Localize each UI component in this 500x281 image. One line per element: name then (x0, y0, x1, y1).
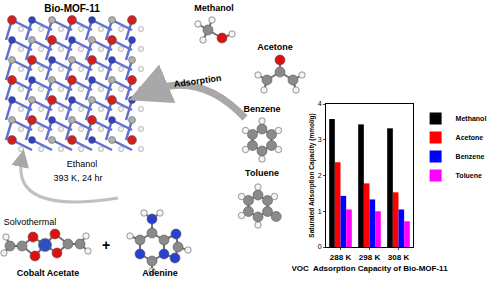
svg-text:Adsorption: Adsorption (173, 73, 222, 90)
svg-text:VOC Adsorption Capacity of Bi: VOC Adsorption Capacity of Bio-MOF-11 (292, 264, 448, 273)
svg-text:393 K, 24 hr: 393 K, 24 hr (53, 173, 102, 183)
svg-text:Ethanol: Ethanol (67, 159, 98, 169)
svg-text:1: 1 (318, 208, 322, 215)
svg-text:298 K: 298 K (359, 253, 381, 262)
svg-text:Adenine: Adenine (142, 268, 178, 278)
svg-text:Toluene: Toluene (245, 168, 279, 178)
svg-text:Methanol: Methanol (456, 115, 487, 122)
svg-text:308 K: 308 K (388, 253, 410, 262)
svg-text:Saturated Adsorption Capacity: Saturated Adsorption Capacity (mmol/g) (308, 113, 316, 237)
svg-text:Acetone: Acetone (456, 134, 484, 141)
svg-text:4: 4 (318, 100, 322, 107)
svg-text:Benzene: Benzene (243, 104, 280, 114)
svg-text:0: 0 (318, 243, 322, 250)
svg-text:Bio-MOF-11: Bio-MOF-11 (44, 3, 100, 14)
svg-text:Cobalt Acetate: Cobalt Acetate (17, 268, 80, 278)
svg-text:Toluene: Toluene (456, 172, 482, 179)
svg-text:Methanol: Methanol (194, 3, 234, 13)
svg-text:2: 2 (318, 172, 322, 179)
svg-text:288 K: 288 K (330, 253, 352, 262)
svg-text:Benzene: Benzene (456, 153, 485, 160)
svg-text:3: 3 (318, 136, 322, 143)
svg-text:Acetone: Acetone (257, 42, 293, 52)
svg-text:Solvothermal: Solvothermal (4, 217, 57, 227)
svg-text:+: + (102, 237, 110, 253)
